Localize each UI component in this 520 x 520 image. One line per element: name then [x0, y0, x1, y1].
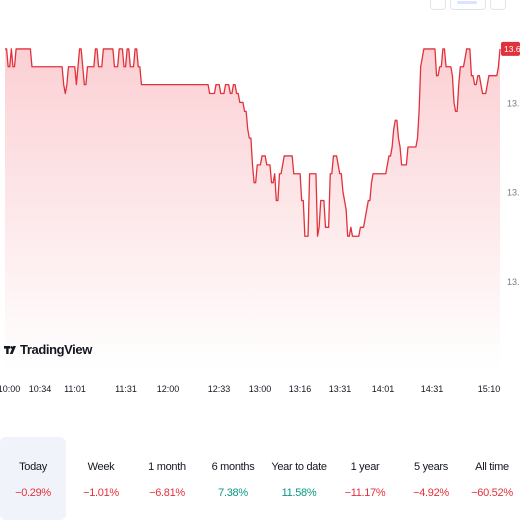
- tradingview-logo-text: TradingView: [20, 342, 92, 357]
- price-line: [5, 48, 501, 237]
- chart-canvas: 13.55 13.60 13.65 13.68 10:00 10:34 11:01 11:31…: [0, 41, 520, 394]
- period-label: 6 months: [211, 461, 255, 473]
- period-change-value: −11.17%: [344, 487, 386, 499]
- price-chart[interactable]: 13.55 13.60 13.65 13.68 10:00 10:34 11:01 11:31…: [0, 0, 520, 420]
- period-tab-week[interactable]: Week −1.01%: [68, 437, 134, 520]
- chart-control-button[interactable]: [430, 0, 446, 10]
- period-label: All time: [475, 461, 509, 473]
- period-tab-year-to-date[interactable]: Year to date 11.58%: [266, 437, 332, 520]
- chart-type-toggle[interactable]: [450, 0, 486, 10]
- x-tick-label: 10:00: [0, 384, 20, 394]
- period-change-value: −60.52%: [471, 487, 513, 499]
- x-tick-label: 13:00: [249, 384, 272, 394]
- last-price-label: 13.68: [504, 44, 520, 54]
- period-label: Week: [87, 461, 115, 473]
- price-area-fill: [5, 48, 500, 371]
- period-tab-5-years[interactable]: 5 years −4.92%: [398, 437, 464, 520]
- x-tick-label: 10:34: [29, 384, 52, 394]
- chart-control-button[interactable]: [490, 0, 506, 10]
- period-tab-1-month[interactable]: 1 month −6.81%: [134, 437, 200, 520]
- period-tab-all-time[interactable]: All time −60.52%: [464, 437, 520, 520]
- period-label: 5 years: [414, 461, 448, 473]
- tradingview-logo[interactable]: TradingView: [4, 342, 92, 357]
- period-label: Year to date: [271, 461, 327, 473]
- x-tick-label: 13:16: [289, 384, 312, 394]
- period-label: 1 year: [350, 461, 380, 473]
- period-change-value: −0.29%: [15, 487, 51, 499]
- x-tick-label: 11:31: [115, 384, 137, 394]
- period-tab-1-year[interactable]: 1 year −11.17%: [332, 437, 398, 520]
- period-change-value: 11.58%: [281, 487, 317, 499]
- period-tab-today[interactable]: Today −0.29%: [0, 437, 66, 520]
- x-tick-label: 14:01: [372, 384, 395, 394]
- y-tick-label: 13.55: [507, 277, 520, 287]
- x-tick-label: 12:33: [208, 384, 231, 394]
- period-change-value: 7.38%: [218, 487, 248, 499]
- x-tick-label: 13:31: [329, 384, 352, 394]
- period-label: Today: [19, 461, 47, 473]
- period-change-value: −6.81%: [149, 487, 185, 499]
- y-tick-label: 13.65: [507, 98, 520, 108]
- tradingview-logo-icon: [4, 345, 16, 354]
- period-change-value: −1.01%: [83, 487, 119, 499]
- period-tab-6-months[interactable]: 6 months 7.38%: [200, 437, 266, 520]
- x-tick-label: 14:31: [421, 384, 444, 394]
- x-tick-label: 11:01: [64, 384, 86, 394]
- period-label: 1 month: [148, 461, 186, 473]
- period-performance-tabs: Today −0.29% Week −1.01% 1 month −6.81% 6 mont…: [0, 437, 520, 520]
- y-tick-label: 13.60: [507, 188, 520, 198]
- period-change-value: −4.92%: [413, 487, 449, 499]
- x-tick-label: 15:10: [478, 384, 501, 394]
- last-price-badge: [501, 41, 520, 56]
- x-tick-label: 12:00: [157, 384, 180, 394]
